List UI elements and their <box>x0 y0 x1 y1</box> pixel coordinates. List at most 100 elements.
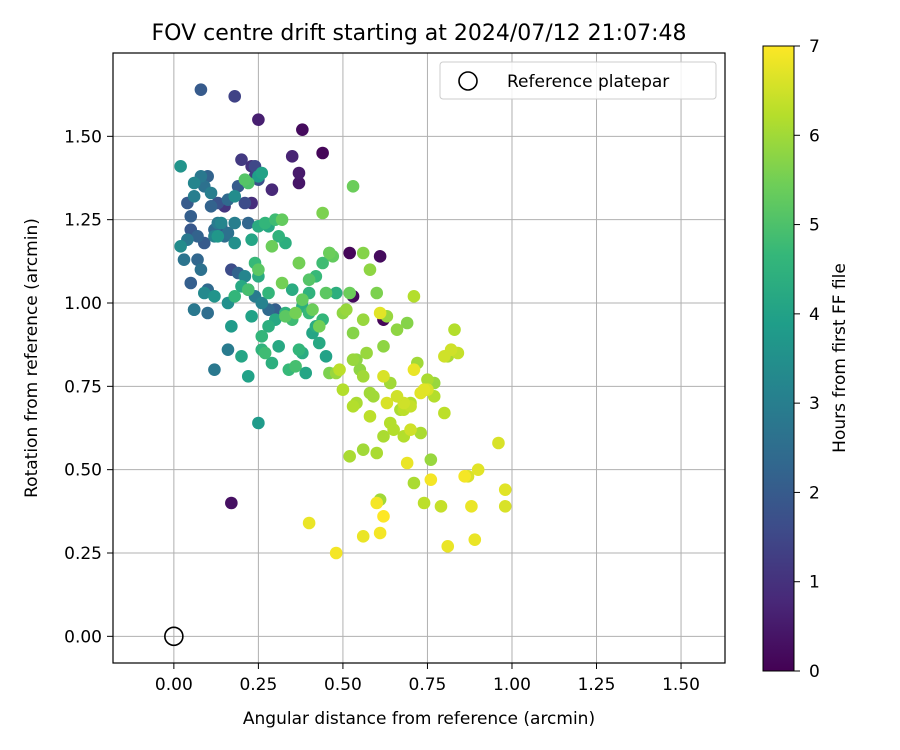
scatter-point <box>356 246 370 260</box>
scatter-point <box>296 293 309 306</box>
scatter-point <box>184 210 198 223</box>
scatter-point <box>296 123 309 136</box>
legend: Reference platepar <box>439 61 717 100</box>
scatter-point <box>356 313 370 326</box>
scatter-point <box>458 470 471 483</box>
scatter-point <box>265 356 279 370</box>
x-tick-label: 1.00 <box>493 675 531 695</box>
scatter-point <box>275 213 289 226</box>
scatter-point <box>238 270 252 283</box>
scatter-point <box>262 320 275 333</box>
scatter-point <box>177 253 191 266</box>
colorbar-tick-label: 7 <box>809 37 820 57</box>
scatter-point <box>407 363 421 376</box>
scatter-point <box>492 436 505 450</box>
scatter-point <box>228 190 242 203</box>
scatter-point <box>312 320 326 333</box>
grid-lines <box>113 53 725 663</box>
y-tick-label: 0.75 <box>64 377 102 397</box>
scatter-point <box>235 153 248 166</box>
scatter-point <box>312 336 326 350</box>
scatter-point <box>363 263 377 276</box>
scatter-point <box>228 216 242 230</box>
scatter-point <box>390 390 404 403</box>
scatter-point <box>316 256 329 270</box>
scatter-point <box>383 416 397 430</box>
scatter-point <box>407 476 421 490</box>
scatter-point <box>221 226 235 240</box>
y-tick-label: 1.00 <box>64 294 102 314</box>
colorbar-ticks: 0 1 2 3 4 5 6 7 <box>794 37 820 682</box>
scatter-point <box>434 500 448 513</box>
scatter-point <box>306 303 319 316</box>
scatter-point <box>194 263 208 276</box>
scatter-point <box>289 360 302 373</box>
scatter-point <box>174 240 187 253</box>
scatter-point <box>448 323 461 336</box>
scatter-point <box>272 340 285 353</box>
scatter-point <box>380 396 394 410</box>
scatter-point <box>373 526 387 540</box>
colorbar-gradient <box>762 45 795 672</box>
x-axis-label: Angular distance from reference (arcmin) <box>243 709 595 729</box>
scatter-point <box>275 276 289 290</box>
scatter-point <box>370 446 384 460</box>
scatter-point <box>329 546 343 560</box>
scatter-point <box>258 216 272 230</box>
scatter-point <box>316 146 329 160</box>
scatter-point <box>471 463 485 476</box>
scatter-point <box>245 233 258 246</box>
y-tick-label: 1.25 <box>64 211 102 231</box>
scatter-point <box>258 346 272 360</box>
scatter-point <box>285 283 299 296</box>
scatter-point <box>194 83 208 96</box>
scatter-point <box>377 430 390 443</box>
scatter-point <box>174 160 187 173</box>
scatter-point <box>346 180 360 193</box>
y-tick-label: 0.50 <box>64 461 102 481</box>
colorbar-tick-label: 2 <box>809 483 820 503</box>
scatter-point <box>228 236 242 250</box>
scatter-point <box>252 113 265 126</box>
scatter-point <box>360 346 373 360</box>
scatter-point <box>255 166 269 180</box>
scatter-point <box>343 450 356 463</box>
y-tick-label: 1.50 <box>64 127 102 147</box>
scatter-point <box>255 330 269 343</box>
scatter-point <box>289 306 302 320</box>
scatter-point <box>404 423 417 436</box>
scatter-point <box>356 530 370 543</box>
y-axis-ticks: 0.00 0.25 0.50 0.75 1.00 1.25 1.50 <box>64 127 113 647</box>
scatter-point <box>468 533 482 546</box>
scatter-point <box>228 290 242 303</box>
scatter-point <box>191 230 204 243</box>
scatter-point <box>417 383 431 396</box>
scatter-point <box>255 296 269 310</box>
scatter-point <box>367 390 380 403</box>
scatter-point <box>187 190 201 203</box>
colorbar-tick-label: 1 <box>809 573 820 593</box>
scatter-point <box>377 510 390 523</box>
colorbar-label: Hours from first FF file <box>830 263 850 453</box>
scatter-point <box>302 273 316 286</box>
scatter-points <box>174 83 512 560</box>
scatter-point <box>400 456 414 470</box>
scatter-point <box>377 370 390 383</box>
scatter-point <box>241 283 255 296</box>
x-tick-label: 1.25 <box>578 675 616 695</box>
colorbar-tick-label: 4 <box>809 305 820 325</box>
scatter-point <box>279 310 292 323</box>
scatter-point <box>421 373 434 386</box>
scatter-point <box>302 516 316 530</box>
y-axis-label: Rotation from reference (arcmin) <box>22 218 42 498</box>
scatter-point <box>214 216 228 230</box>
scatter-point <box>252 416 265 430</box>
scatter-point <box>356 443 370 456</box>
scatter-point <box>187 303 201 316</box>
legend-entry-label: Reference platepar <box>507 72 669 92</box>
scatter-point <box>498 483 512 496</box>
scatter-point <box>417 496 431 510</box>
scatter-point <box>370 286 384 300</box>
scatter-point <box>319 350 333 363</box>
